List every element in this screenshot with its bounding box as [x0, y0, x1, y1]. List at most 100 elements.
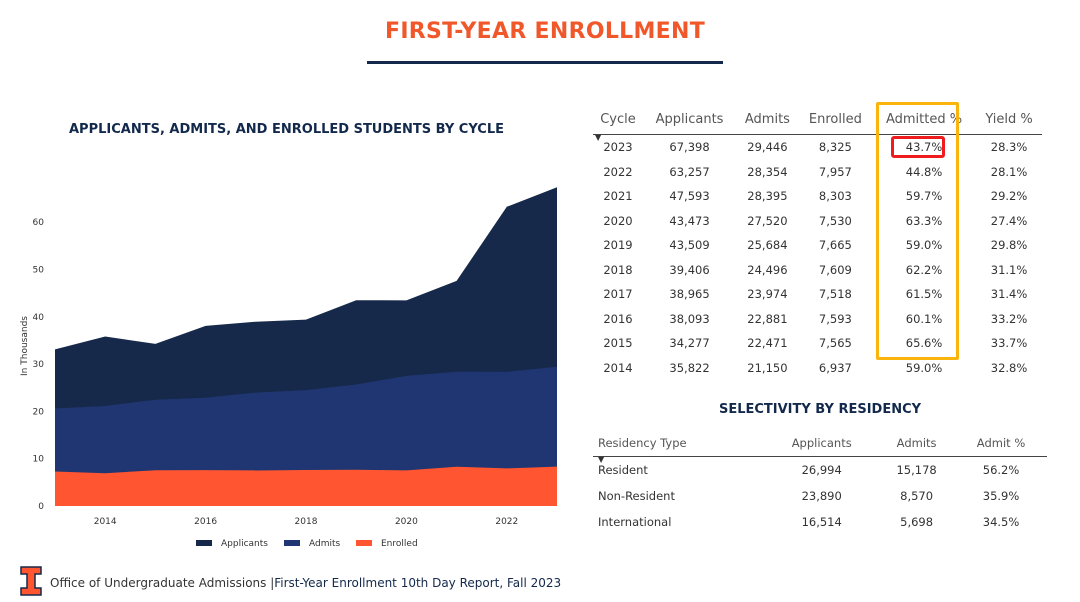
table-cell: 7,518 [818, 287, 852, 302]
header-admits[interactable]: Admits [736, 104, 799, 135]
table-row: 2017 38,965 23,974 7,518 61.5% 31.4% [593, 282, 1042, 307]
y-tick-label: 60 [33, 218, 45, 228]
table-cell: 28,395 [747, 189, 788, 204]
table-cell: 38,965 [669, 287, 710, 302]
table-cell: 8,570 [900, 489, 934, 503]
table-row: International 16,514 5,698 34.5% [593, 509, 1047, 535]
table-row: Non-Resident 23,890 8,570 35.9% [593, 483, 1047, 509]
header-residency-type[interactable]: Residency Type ▼ [593, 430, 766, 464]
y-tick-label: 40 [33, 313, 45, 323]
table-cell: 33.2% [990, 311, 1028, 326]
table-cell: 5,698 [900, 515, 934, 529]
table-cell: 8,303 [818, 189, 852, 204]
y-axis-label: In Thousands [20, 316, 30, 376]
table-cell: 26,994 [801, 463, 842, 477]
table-row: 2022 63,257 28,354 7,957 44.8% 28.1% [593, 160, 1042, 185]
table-cell: 7,665 [818, 238, 852, 253]
table-cell: 43,473 [669, 213, 710, 228]
table-cell: 2022 [603, 164, 633, 179]
table-cell: 56.2% [982, 463, 1020, 477]
table-cell: 29.8% [990, 238, 1028, 253]
table-row: Resident 26,994 15,178 56.2% [593, 457, 1047, 484]
x-tick-label: 2020 [395, 517, 418, 527]
footer-report: First-Year Enrollment 10th Day Report, F… [274, 576, 562, 590]
header-yield-[interactable]: Yield % [976, 104, 1042, 135]
footer-office: Office of Undergraduate Admissions | [50, 576, 275, 590]
table-cell: 28.3% [990, 140, 1028, 155]
y-tick-label: 50 [33, 266, 45, 276]
header-label: Admit % [976, 436, 1026, 450]
y-tick-label: 0 [38, 502, 44, 512]
legend-label: Admits [309, 539, 341, 549]
table-row: 2020 43,473 27,520 7,530 63.3% 27.4% [593, 209, 1042, 234]
y-tick-label: 20 [33, 407, 45, 417]
header-label: Admitted % [885, 111, 963, 127]
header-label: Enrolled [808, 111, 862, 127]
table-cell: 38,093 [669, 311, 710, 326]
table-cell: 28.1% [990, 164, 1028, 179]
header-cycle[interactable]: Cycle ▼ [593, 104, 643, 142]
table-cell: 63.3% [905, 213, 943, 228]
header-applicants[interactable]: Applicants [643, 104, 737, 135]
table-cell: 59.0% [905, 360, 943, 375]
table-cell: 7,530 [818, 213, 852, 228]
table-cell: 59.0% [905, 238, 943, 253]
table-cell: 2023 [603, 140, 633, 155]
header-label: Applicants [791, 436, 852, 450]
table-cell: 29,446 [747, 140, 788, 155]
table-cell: 24,496 [747, 262, 788, 277]
table-cell: 22,471 [747, 336, 788, 351]
table-cell: 6,937 [818, 360, 852, 375]
table-cell: 21,150 [747, 360, 788, 375]
table-cell: 2017 [603, 287, 633, 302]
table-row: 2014 35,822 21,150 6,937 59.0% 32.8% [593, 356, 1042, 381]
table-cell: 7,609 [818, 262, 852, 277]
area-chart: 0 10 20 30 40 50 60 2014 2016 2018 2020 2022 Applica… [20, 187, 557, 549]
header-label: Yield % [985, 111, 1033, 127]
table-cell: Resident [598, 463, 648, 477]
legend-swatch-enrolled [356, 540, 372, 546]
header-admits[interactable]: Admits [878, 430, 956, 457]
admitted-2023-highlight [891, 136, 945, 158]
header-admit-[interactable]: Admit % [955, 430, 1047, 457]
table-cell: 47,593 [669, 189, 710, 204]
table-row: 2016 38,093 22,881 7,593 60.1% 33.2% [593, 307, 1042, 332]
sort-desc-icon[interactable]: ▼ [595, 133, 602, 142]
table-cell: 22,881 [747, 311, 788, 326]
table-cell: 7,957 [818, 164, 852, 179]
table-cell: 32.8% [990, 360, 1028, 375]
table-cell: 63,257 [669, 164, 710, 179]
table-cell: 27,520 [747, 213, 788, 228]
table-row: 2018 39,406 24,496 7,609 62.2% 31.1% [593, 258, 1042, 283]
table-cell: 2021 [603, 189, 633, 204]
table-cell: 2018 [603, 262, 633, 277]
y-tick-label: 30 [33, 360, 45, 370]
x-tick-label: 2022 [495, 517, 518, 527]
table-cell: 29.2% [990, 189, 1028, 204]
legend-label: Enrolled [381, 539, 418, 549]
legend-label: Applicants [221, 539, 268, 549]
table-cell: 28,354 [747, 164, 788, 179]
residency-title: SELECTIVITY BY RESIDENCY [718, 402, 922, 417]
area-enrolled [55, 466, 557, 506]
table-cell: 2019 [603, 238, 633, 253]
title-underline [367, 61, 723, 64]
table-cell: 59.7% [905, 189, 943, 204]
admitted-column-highlight [876, 102, 959, 360]
table-cell: 43.7% [905, 140, 943, 155]
table-cell: 62.2% [905, 262, 943, 277]
table-cell: 2015 [603, 336, 633, 351]
page-title: FIRST-YEAR ENROLLMENT [384, 19, 705, 44]
cycle-table: Cycle ▼ Applicants Admits Enrolled Admitted %… [593, 104, 1042, 380]
table-cell: 23,890 [801, 489, 842, 503]
table-cell: 25,684 [747, 238, 788, 253]
x-tick-label: 2018 [295, 517, 318, 527]
table-cell: 8,325 [818, 140, 852, 155]
header-applicants[interactable]: Applicants [765, 430, 879, 457]
sort-desc-icon[interactable]: ▼ [598, 455, 605, 464]
header-enrolled[interactable]: Enrolled [798, 104, 872, 135]
table-row: 2015 34,277 22,471 7,565 65.6% 33.7% [593, 331, 1042, 356]
table-cell: 16,514 [801, 515, 842, 529]
table-cell: 44.8% [905, 164, 943, 179]
table-cell: 23,974 [747, 287, 788, 302]
